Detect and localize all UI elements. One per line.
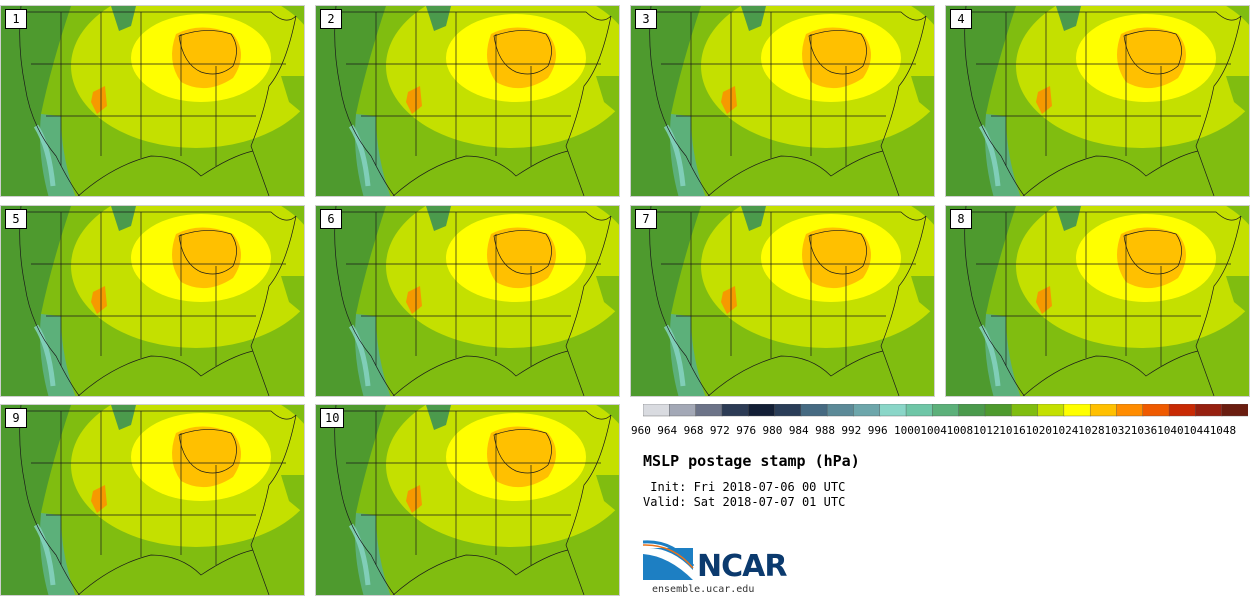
mslp-map bbox=[1, 405, 304, 595]
colorbar-tick-label: 1032 bbox=[1104, 424, 1131, 437]
stamp-panel-2: 2 bbox=[315, 5, 620, 197]
colorbar-swatch bbox=[748, 404, 776, 417]
colorbar bbox=[643, 404, 1248, 417]
colorbar-swatch bbox=[826, 404, 855, 417]
colorbar-labels: 960 964 968 972 976 980 984 988 992 996 1000 1004 10… bbox=[631, 424, 1251, 438]
colorbar-swatch bbox=[643, 404, 670, 417]
site-url: ensemble.ucar.edu bbox=[652, 584, 755, 595]
ncar-logo-text: NCAR bbox=[697, 549, 787, 584]
colorbar-swatch bbox=[669, 404, 697, 417]
colorbar-swatch bbox=[800, 404, 828, 417]
colorbar-tick-label: 968 bbox=[683, 424, 704, 437]
colorbar-swatch bbox=[1116, 404, 1144, 417]
stamp-panel-4: 4 bbox=[945, 5, 1250, 197]
mslp-map bbox=[1, 6, 304, 196]
colorbar-swatch bbox=[1063, 404, 1091, 417]
mslp-map bbox=[631, 6, 934, 196]
valid-time: Valid: Sat 2018-07-07 01 UTC bbox=[643, 495, 846, 509]
colorbar-swatch bbox=[1221, 404, 1248, 417]
colorbar-tick-label: 1036 bbox=[1130, 424, 1158, 437]
stamp-panel-8: 8 bbox=[945, 205, 1250, 397]
colorbar-swatch bbox=[1195, 404, 1223, 417]
colorbar-tick-label: 1048 bbox=[1209, 424, 1237, 437]
colorbar-swatch bbox=[695, 404, 723, 417]
stamp-panel-3: 3 bbox=[630, 5, 935, 197]
colorbar-tick-label: 976 bbox=[736, 424, 757, 437]
colorbar-tick-label: 1008 bbox=[946, 424, 974, 437]
ncar-logo-icon bbox=[643, 540, 695, 580]
colorbar-swatch bbox=[984, 404, 1012, 417]
colorbar-swatch bbox=[1037, 404, 1065, 417]
colorbar-swatch bbox=[774, 404, 802, 417]
colorbar-tick-label: 988 bbox=[815, 424, 835, 437]
mslp-map bbox=[946, 6, 1249, 196]
mslp-map bbox=[946, 206, 1249, 396]
mslp-map bbox=[316, 206, 619, 396]
colorbar-swatch bbox=[721, 404, 749, 417]
stamp-panel-6: 6 bbox=[315, 205, 620, 397]
colorbar-swatch bbox=[958, 404, 986, 417]
map-title: MSLP postage stamp (hPa) bbox=[643, 452, 860, 470]
member-label: 2 bbox=[320, 9, 342, 29]
colorbar-tick-label: 980 bbox=[762, 424, 783, 437]
member-label: 5 bbox=[5, 209, 27, 229]
colorbar-tick-label: 1040 bbox=[1157, 424, 1184, 437]
stamp-panel-10: 10 bbox=[315, 404, 620, 596]
colorbar-swatch bbox=[1142, 404, 1170, 417]
stamp-panel-9: 9 bbox=[0, 404, 305, 596]
colorbar-swatch bbox=[1089, 404, 1118, 417]
member-label: 1 bbox=[5, 9, 27, 29]
colorbar-swatch bbox=[853, 404, 881, 417]
member-label: 10 bbox=[320, 408, 345, 428]
colorbar-tick-label: 1044 bbox=[1183, 424, 1210, 437]
colorbar-tick-label: 1016 bbox=[999, 424, 1026, 437]
stamp-panel-7: 7 bbox=[630, 205, 935, 397]
mslp-map bbox=[631, 206, 934, 396]
colorbar-swatch bbox=[905, 404, 934, 417]
colorbar-swatch bbox=[932, 404, 960, 417]
colorbar-tick-label: 984 bbox=[788, 424, 809, 437]
colorbar-tick-label: 1024 bbox=[1051, 424, 1079, 437]
colorbar-tick-label: 972 bbox=[709, 424, 730, 437]
colorbar-tick-label: 992 bbox=[841, 424, 862, 437]
member-label: 7 bbox=[635, 209, 657, 229]
member-label: 8 bbox=[950, 209, 972, 229]
colorbar-tick-label: 960 bbox=[631, 424, 651, 437]
member-label: 6 bbox=[320, 209, 342, 229]
stamp-panel-5: 5 bbox=[0, 205, 305, 397]
colorbar-tick-label: 1028 bbox=[1078, 424, 1105, 437]
colorbar-swatch bbox=[879, 404, 907, 417]
colorbar-swatch bbox=[1168, 404, 1197, 417]
colorbar-tick-label: 1012 bbox=[972, 424, 1000, 437]
colorbar-tick-label: 1020 bbox=[1025, 424, 1053, 437]
stamp-panel-1: 1 bbox=[0, 5, 305, 197]
colorbar-tick-label: 996 bbox=[867, 424, 888, 437]
member-label: 9 bbox=[5, 408, 27, 428]
colorbar-tick-label: 1000 bbox=[894, 424, 921, 437]
colorbar-swatch bbox=[1011, 404, 1039, 417]
member-label: 3 bbox=[635, 9, 657, 29]
mslp-map bbox=[316, 6, 619, 196]
member-label: 4 bbox=[950, 9, 972, 29]
mslp-map bbox=[316, 405, 619, 595]
colorbar-tick-label: 964 bbox=[657, 424, 678, 437]
mslp-map bbox=[1, 206, 304, 396]
init-time: Init: Fri 2018-07-06 00 UTC bbox=[643, 480, 846, 494]
colorbar-tick-label: 1004 bbox=[920, 424, 947, 437]
